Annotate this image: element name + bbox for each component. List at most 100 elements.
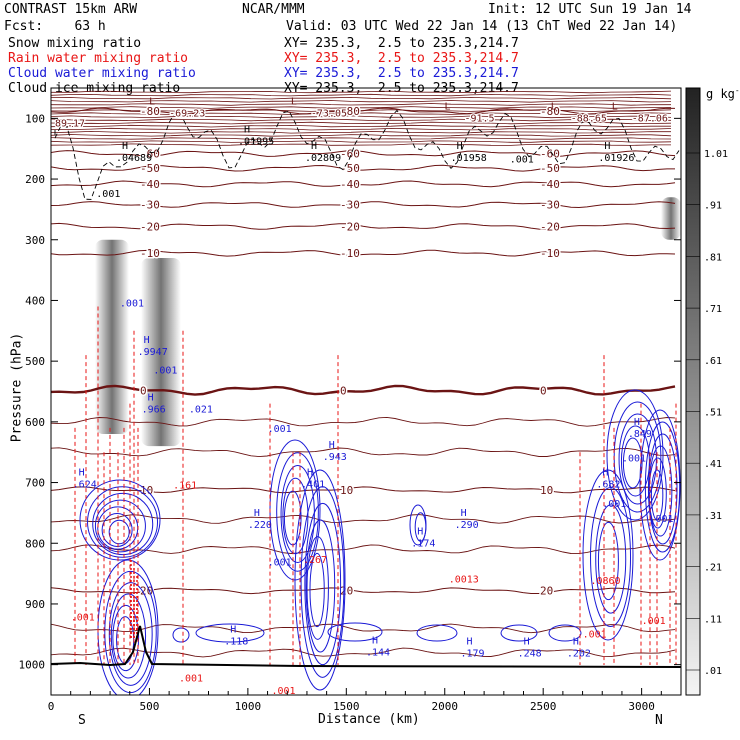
isotherm-strat-0 — [51, 90, 672, 94]
isotherm-label: 0 — [140, 384, 147, 397]
value-label: .001 — [71, 612, 95, 623]
x-tick-label: 0 — [48, 700, 55, 713]
value-label: .001 — [153, 365, 177, 376]
cloud-water-contour — [108, 582, 153, 686]
value-label: .0013 — [449, 575, 479, 586]
y-tick-label: 400 — [25, 294, 45, 307]
colorbar-tick-label: .51 — [704, 408, 722, 419]
isotherm-label: 20 — [340, 585, 353, 598]
x-end-label-north: N — [655, 713, 663, 728]
temp-min-value: -87.06 — [632, 113, 668, 124]
cloud-water-contour — [500, 624, 538, 642]
cloud-water-contour — [618, 413, 657, 505]
temp-min-marker: L — [149, 97, 155, 108]
value-label: .04689 — [116, 153, 152, 164]
snow-plume-0 — [95, 239, 129, 434]
value-label: .849 — [628, 429, 652, 440]
value-label: .01958 — [451, 153, 487, 164]
snow-plume-1 — [141, 257, 181, 447]
x-tick-label: 1500 — [333, 700, 360, 713]
colorbar-unit-exp: -1 — [734, 86, 740, 95]
value-label: .290 — [455, 520, 479, 531]
cloud-water-contour — [582, 469, 634, 641]
isotherm-line — [51, 384, 676, 396]
max-marker: H — [148, 393, 154, 404]
isotherm-label: -80 — [540, 105, 560, 118]
cloud-water-contour — [79, 479, 161, 561]
temp-min-marker: L — [551, 101, 557, 112]
y-tick-label: 300 — [25, 234, 45, 247]
isotherm-label: -40 — [140, 178, 160, 191]
snow-plume-2 — [661, 197, 681, 240]
temp-min-value: -91.5 — [464, 113, 494, 124]
isotherm-strat-3 — [51, 100, 672, 103]
cloud-water-contour — [590, 486, 632, 628]
max-marker: H — [634, 417, 640, 428]
value-label: .001 — [268, 424, 292, 435]
x-end-label-south: S — [78, 713, 86, 728]
temp-min-value: -69.23 — [169, 109, 205, 120]
value-label: .001 — [96, 189, 120, 200]
isotherm-line — [51, 150, 676, 158]
isotherm-label: 10 — [540, 484, 553, 497]
cloud-water-contour — [112, 604, 140, 672]
isotherm-strat-13 — [51, 130, 672, 134]
isotherm-label: -50 — [540, 162, 560, 175]
value-label: .001 — [268, 558, 292, 569]
max-marker: H — [254, 508, 260, 519]
value-label: .021 — [189, 405, 213, 416]
cloud-water-contour — [416, 624, 458, 642]
max-marker: H — [79, 467, 85, 478]
x-tick-label: 2500 — [530, 700, 557, 713]
isotherm-label: -80 — [340, 105, 360, 118]
cloud-water-contour — [104, 570, 157, 694]
max-marker: H — [457, 141, 463, 152]
isotherm-label: -20 — [540, 220, 560, 233]
isotherm-line — [51, 416, 676, 427]
colorbar-tick-label: .21 — [704, 563, 722, 574]
cloud-water-contour — [101, 513, 133, 547]
cloud-water-contour — [305, 519, 336, 653]
colorbar-tick-label: .41 — [704, 459, 722, 470]
value-label: .02809 — [305, 153, 341, 164]
isotherm-strat-17 — [51, 143, 671, 146]
max-marker: H — [329, 440, 335, 451]
value-label: .943 — [323, 452, 347, 463]
max-marker: H — [524, 637, 530, 648]
y-tick-label: 900 — [25, 598, 45, 611]
value-label: .001 — [622, 453, 646, 464]
y-tick-label: 800 — [25, 537, 45, 550]
isotherm-strat-4 — [51, 103, 671, 106]
isotherm-strat-11 — [51, 124, 671, 128]
cloud-water-contour — [94, 499, 146, 553]
field-snow-name: Snow mixing ratio — [8, 36, 142, 51]
colorbar-tick-label: .91 — [704, 201, 722, 212]
isotherm-label: -80 — [140, 105, 160, 118]
y-tick-label: 100 — [25, 112, 45, 125]
cloud-water-contour — [647, 433, 678, 545]
y-tick-label: 700 — [25, 477, 45, 490]
isotherm-line — [51, 587, 676, 595]
isotherm-strat-7 — [51, 112, 672, 116]
isotherm-label: -50 — [340, 162, 360, 175]
cloud-water-contour — [606, 389, 664, 521]
isotherm-line — [51, 486, 676, 494]
max-marker: H — [144, 335, 150, 346]
isotherm-label: -10 — [140, 247, 160, 260]
temp-min-value: -73.05 — [311, 109, 347, 120]
colorbar-bar — [685, 87, 701, 696]
isotherm-label: -10 — [540, 247, 560, 260]
isotherm-label: 20 — [540, 585, 553, 598]
value-label: .401 — [301, 479, 325, 490]
field-cloud-water-xy: XY= 235.3, 2.5 to 235.3,214.7 — [284, 66, 519, 81]
value-label: .01995 — [238, 136, 274, 147]
x-tick-label: 2000 — [432, 700, 459, 713]
max-marker: H — [307, 467, 313, 478]
temp-min-value: -88.65 — [571, 113, 607, 124]
cloud-ice-contour — [54, 109, 680, 200]
colorbar-tick-label: .81 — [704, 252, 722, 263]
isotherm-strat-10 — [51, 121, 672, 125]
y-tick-label: 500 — [25, 355, 45, 368]
isotherm-label: 0 — [340, 384, 347, 397]
